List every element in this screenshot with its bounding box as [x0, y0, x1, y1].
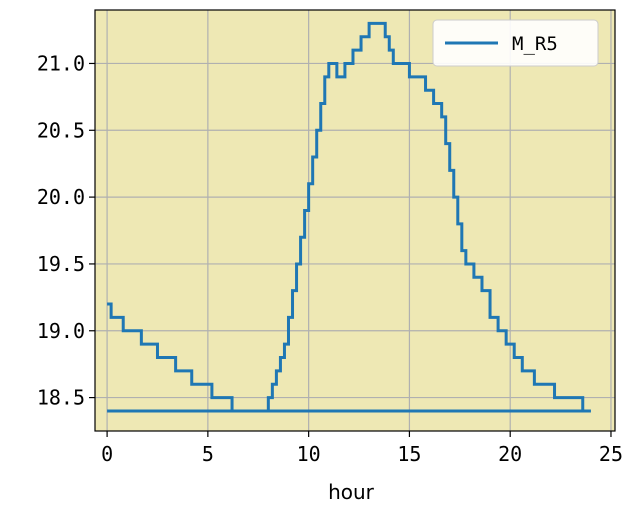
x-tick-label: 20	[498, 442, 522, 466]
x-axis-label: hour	[328, 480, 375, 504]
y-tick-label: 18.5	[37, 386, 85, 410]
plot-area	[95, 10, 615, 431]
y-tick-label: 21.0	[37, 51, 85, 75]
x-tick-label: 25	[599, 442, 623, 466]
legend-box	[432, 19, 599, 67]
y-tick-label: 20.5	[37, 118, 85, 142]
legend: M_R5	[432, 19, 599, 67]
y-tick-label: 20.0	[37, 185, 85, 209]
legend-label: M_R5	[512, 33, 558, 55]
series-line-m-r5	[107, 21, 591, 413]
y-tick-label: 19.0	[37, 319, 85, 343]
tick-layer: 0 5 10 15 20 25 18.5 19.0 19.5 20.0 20.5 21.0	[37, 51, 623, 466]
plot-frame	[94, 9, 616, 432]
x-tick-label: 15	[397, 442, 421, 466]
series-layer	[107, 21, 591, 413]
x-tick-label: 0	[101, 442, 113, 466]
grid	[95, 10, 615, 431]
x-tick-label: 10	[297, 442, 321, 466]
x-tick-label: 5	[202, 442, 214, 466]
y-tick-label: 19.5	[37, 252, 85, 276]
